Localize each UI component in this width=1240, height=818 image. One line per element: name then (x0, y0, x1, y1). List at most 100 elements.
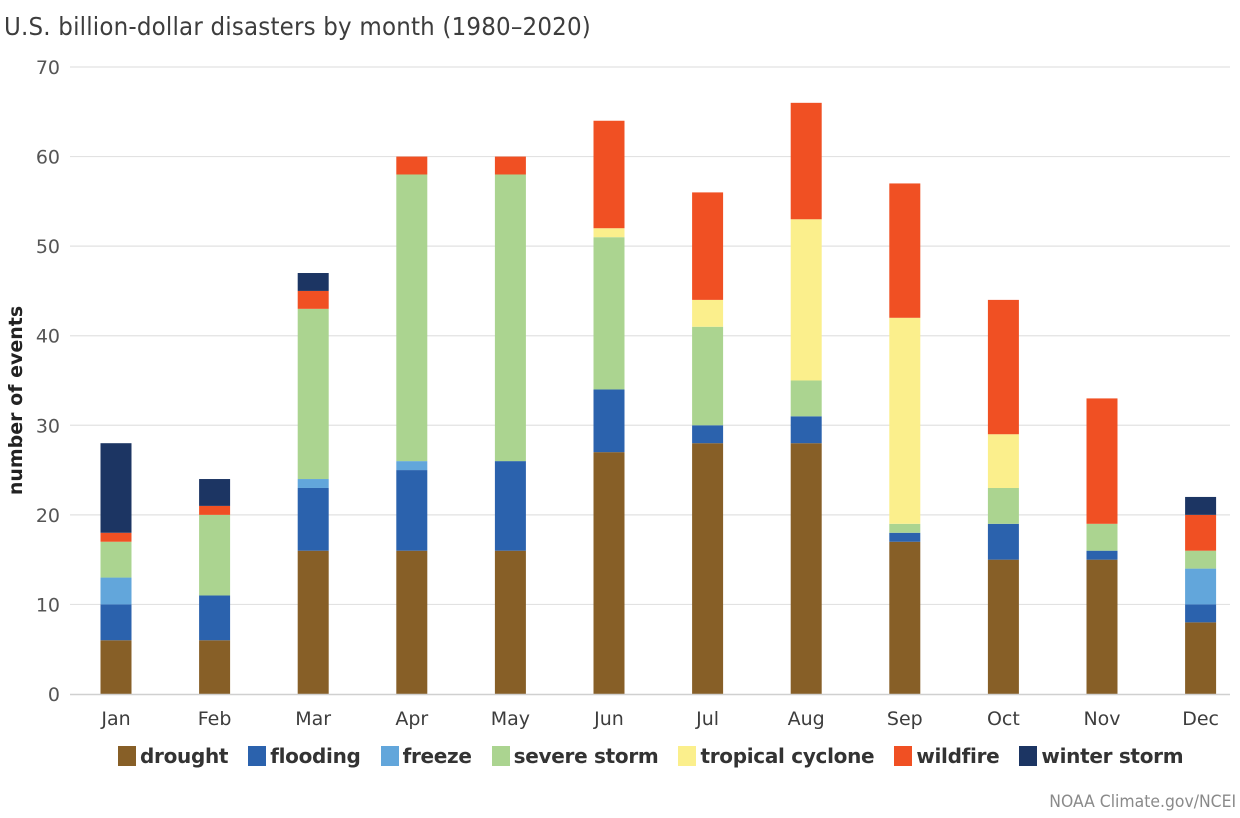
bar-segment-severe-storm (593, 237, 625, 390)
bar-segment-drought (199, 640, 231, 694)
bar-segment-winter-storm (1185, 496, 1217, 515)
x-tick-label: Nov (1083, 708, 1120, 730)
bar-segment-severe-storm (987, 487, 1019, 524)
bar-segment-flooding (1086, 550, 1118, 560)
bar-segment-severe-storm (199, 514, 231, 596)
gridlines (70, 66, 1230, 606)
bar-segment-wildfire (593, 120, 625, 229)
bar-segment-severe-storm (396, 174, 428, 462)
bar-segment-drought (692, 443, 724, 694)
bar-segment-tropical-cyclone (593, 228, 625, 238)
legend-item-tropical-cyclone: tropical cyclone (678, 744, 875, 768)
legend-swatch (894, 746, 913, 766)
bar-segment-severe-storm (1185, 550, 1217, 569)
bar-segment-wildfire (396, 156, 428, 175)
x-tick-label: Jul (695, 708, 719, 730)
bar-segment-freeze (100, 577, 132, 605)
bar-segment-tropical-cyclone (987, 434, 1019, 488)
legend-item-flooding: flooding (248, 744, 361, 768)
legend-swatch (380, 746, 399, 766)
bar-stack-may (494, 156, 526, 694)
bar-segment-drought (987, 559, 1019, 694)
bar-segment-flooding (987, 523, 1019, 560)
bar-segment-flooding (1185, 604, 1217, 623)
bar-segment-wildfire (494, 156, 526, 175)
bar-segment-drought (1086, 559, 1118, 694)
x-tick-label: Aug (788, 708, 825, 730)
bar-segment-wildfire (199, 505, 231, 515)
bar-segment-wildfire (100, 532, 132, 542)
y-tick-label: 0 (48, 684, 60, 706)
x-tick-label: Jun (593, 708, 624, 730)
legend-item-severe-storm: severe storm (491, 744, 659, 768)
x-tick-label: May (491, 708, 530, 730)
bar-stack-apr (396, 156, 428, 694)
bar-segment-drought (1185, 622, 1217, 694)
bar-segment-wildfire (1086, 398, 1118, 524)
legend-item-drought: drought (118, 744, 228, 768)
y-tick-label: 40 (36, 326, 60, 348)
bar-segment-drought (593, 452, 625, 694)
bar-segment-wildfire (1185, 514, 1217, 551)
bar-segment-freeze (396, 461, 428, 471)
bar-segment-flooding (692, 425, 724, 444)
bar-segment-drought (297, 550, 329, 694)
chart-title: U.S. billion-dollar disasters by month (… (4, 12, 591, 41)
legend: drought flooding freeze severe storm tropica… (118, 744, 1203, 768)
bar-segment-wildfire (297, 290, 329, 309)
bar-segment-severe-storm (889, 523, 921, 533)
legend-label: tropical cyclone (700, 744, 875, 768)
source-credit: NOAA Climate.gov/NCEI (1049, 792, 1236, 812)
bar-segment-flooding (100, 604, 132, 641)
legend-item-freeze: freeze (380, 744, 472, 768)
bar-stack-feb (199, 479, 231, 694)
bar-stack-jun (593, 120, 625, 694)
bar-stack-oct (987, 299, 1019, 694)
bar-stack-mar (297, 273, 329, 694)
bar-segment-wildfire (889, 183, 921, 318)
bar-segment-wildfire (987, 299, 1019, 435)
legend-label: wildfire (916, 744, 1000, 768)
bar-segment-flooding (396, 470, 428, 551)
legend-item-wildfire: wildfire (894, 744, 1000, 768)
legend-swatch (678, 746, 697, 766)
legend-label: winter storm (1041, 744, 1184, 768)
bar-segment-tropical-cyclone (889, 317, 921, 524)
x-tick-label: Oct (987, 708, 1020, 730)
bar-segment-severe-storm (692, 326, 724, 426)
legend-swatch (1019, 746, 1038, 766)
bar-segment-drought (889, 541, 921, 694)
bar-segment-freeze (297, 479, 329, 488)
legend-label: severe storm (513, 744, 659, 768)
bar-stack-aug (790, 102, 822, 694)
bar-stack-jan (100, 443, 132, 694)
x-tick-label: Apr (395, 708, 428, 730)
y-tick-label: 70 (36, 57, 60, 79)
x-tick-label: Dec (1182, 708, 1219, 730)
x-tick-label: Jan (100, 708, 130, 730)
bar-segment-severe-storm (494, 174, 526, 462)
y-tick-label: 50 (36, 236, 60, 258)
bar-segment-winter-storm (199, 479, 231, 506)
bar-segment-severe-storm (297, 308, 329, 480)
y-tick-label: 10 (36, 594, 60, 616)
legend-swatch (248, 746, 267, 766)
x-tick-label: Feb (198, 708, 232, 730)
bar-segment-winter-storm (100, 443, 132, 533)
bar-segment-flooding (790, 416, 822, 444)
y-tick-label: 60 (36, 147, 60, 169)
bar-segment-flooding (297, 487, 329, 551)
x-axis-ticks: Jan Feb Mar Apr May Jun Jul Aug Sep Oct Nov Dec (100, 708, 1219, 730)
x-tick-label: Mar (295, 708, 331, 730)
legend-label: flooding (270, 744, 361, 768)
bar-segment-drought (494, 550, 526, 694)
legend-item-winter-storm: winter storm (1019, 744, 1184, 768)
x-tick-label: Sep (887, 708, 923, 730)
bar-stack-jul (692, 192, 724, 694)
bar-segment-severe-storm (100, 541, 132, 578)
bar-stack-sep (889, 183, 921, 694)
bar-segment-drought (396, 550, 428, 694)
legend-swatch (118, 746, 136, 766)
bar-segment-wildfire (692, 192, 724, 300)
